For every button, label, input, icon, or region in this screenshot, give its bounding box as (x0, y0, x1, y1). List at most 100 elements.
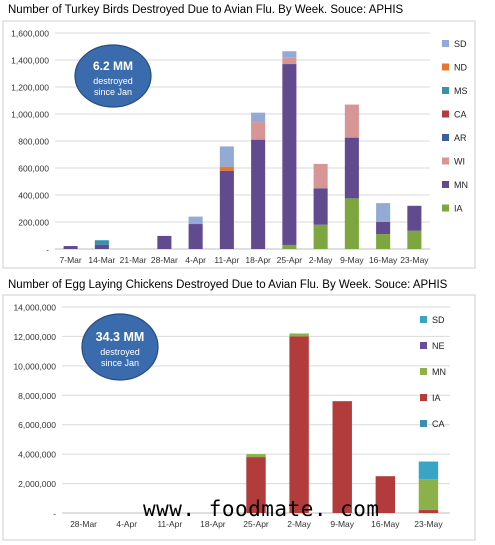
y-tick-label: 6,000,000 (18, 420, 56, 430)
x-tick-label: 4-Apr (185, 255, 206, 265)
bar-segment-ia (246, 457, 266, 513)
x-tick-label: 23-May (414, 519, 443, 529)
y-tick-label: 4,000,000 (18, 450, 56, 460)
y-tick-label: 12,000,000 (13, 332, 56, 342)
y-tick-label: 14,000,000 (13, 303, 56, 313)
legend-label-ms: MS (454, 86, 468, 96)
legend-swatch-mn (420, 368, 427, 375)
legend-label-ne: NE (432, 341, 445, 351)
y-tick-label: 1,600,000 (11, 29, 49, 39)
legend-label-nd: ND (454, 63, 467, 73)
legend-label-ca: CA (432, 419, 445, 429)
bar-segment-mn (94, 244, 109, 249)
bar-segment-mn (344, 137, 359, 199)
bar-segment-ia (376, 234, 391, 249)
chart-frame (2, 294, 476, 541)
legend-swatch-nd (442, 63, 449, 71)
legend-swatch-sd (420, 316, 427, 323)
bar-segment-mn (407, 205, 422, 231)
bar-segment-nd (219, 166, 234, 171)
bar-segment-mn (157, 235, 172, 249)
legend-swatch-ca (442, 110, 449, 118)
bar-segment-ia (344, 198, 359, 249)
y-tick-label: 10,000,000 (13, 361, 56, 371)
x-tick-label: 18-Apr (200, 519, 226, 529)
legend-label-sd: SD (454, 39, 467, 49)
bar-segment-sd (282, 51, 297, 58)
bar-segment-ia (375, 476, 396, 513)
turkey-chart-plot: - 200,000 400,000 600,000 800,000 1,000,000 1,… (2, 20, 476, 269)
bar-segment-ia (332, 401, 352, 513)
y-tick-label: 1,000,000 (11, 110, 49, 120)
legend-label-mn: MN (432, 367, 446, 377)
callout-line-2: destroyed (100, 347, 140, 357)
legend-label-wi: WI (454, 157, 465, 167)
legend-swatch-sd (442, 40, 449, 47)
watermark-text: www. foodmate. com (143, 497, 380, 521)
turkey-chart: Number of Turkey Birds Destroyed Due to … (0, 0, 495, 270)
legend-label-ar: AR (454, 133, 467, 143)
x-tick-label: 25-Apr (277, 255, 303, 265)
y-tick-label: 2,000,000 (18, 479, 56, 489)
turkey-chart-title: Number of Turkey Birds Destroyed Due to … (8, 4, 404, 16)
callout-total: 34.3 MM (96, 330, 145, 344)
legend-label-ia: IA (454, 204, 463, 214)
bar-segment-sd (251, 112, 266, 123)
y-tick-label: 600,000 (18, 164, 49, 174)
bar-segment-wi (344, 104, 359, 138)
x-tick-label: 16-May (371, 519, 400, 529)
legend-label-ia: IA (432, 393, 441, 403)
bar-segment-wi (313, 163, 328, 189)
x-tick-label: 21-Mar (120, 255, 147, 265)
y-tick-label: 1,400,000 (11, 56, 49, 66)
callout-ellipse (74, 44, 152, 108)
y-tick-label: 200,000 (18, 218, 49, 228)
callout-ellipse (81, 313, 159, 381)
bar-segment-ia (313, 224, 328, 249)
y-tick-label: 1,200,000 (11, 83, 49, 93)
callout-total: 6.2 MM (93, 59, 133, 73)
y-tick-label: 800,000 (18, 137, 49, 147)
x-tick-label: 16-May (369, 255, 398, 265)
callout-line-3: since Jan (101, 358, 139, 368)
legend-swatch-ca (420, 420, 427, 427)
egg-chart: Number of Egg Laying Chickens Destroyed … (0, 275, 495, 545)
chart-frame (2, 20, 476, 269)
bar-segment-sd (188, 216, 203, 225)
bar-segment-ia (289, 336, 309, 513)
legend-swatch-ia (442, 204, 449, 212)
x-tick-label: 11-Apr (157, 519, 182, 529)
legend-swatch-ia (420, 394, 427, 401)
egg-chart-plot: - 2,000,000 4,000,000 6,000,000 8,000,000 10,… (2, 294, 476, 541)
bar-segment-sd (219, 146, 234, 167)
x-tick-label: 11-Apr (214, 255, 239, 265)
bar-segment-sd (376, 203, 391, 222)
legend-swatch-wi (442, 157, 449, 165)
bar-segment-mn (246, 454, 266, 458)
callout-line-3: since Jan (94, 87, 132, 97)
x-tick-label: 9-May (330, 519, 354, 529)
bar-segment-mn (63, 246, 78, 249)
legend-swatch-ar (442, 134, 449, 141)
callout-line-2: destroyed (93, 76, 133, 86)
x-tick-label: 28-Mar (70, 519, 97, 529)
bar-segment-mn (282, 64, 297, 245)
bar-segment-mn (188, 224, 203, 249)
x-tick-label: 7-Mar (60, 255, 82, 265)
x-tick-label: 23-May (400, 255, 429, 265)
bar-segment-mn (313, 188, 328, 225)
x-tick-label: 9-May (340, 255, 364, 265)
x-tick-label: 18-Apr (245, 255, 271, 265)
legend-swatch-ms (442, 87, 449, 94)
x-tick-label: 25-Apr (243, 519, 269, 529)
bar-segment-mn (418, 479, 439, 511)
bar-segment-mn (289, 333, 309, 337)
bar-segment-ia (407, 230, 422, 249)
legend-swatch-mn (442, 181, 449, 188)
egg-chart-title: Number of Egg Laying Chickens Destroyed … (8, 279, 448, 291)
x-tick-label: 2-May (309, 255, 333, 265)
y-tick-label: - (53, 509, 56, 519)
bar-segment-wi (282, 57, 297, 65)
bar-segment-mn (219, 170, 234, 249)
bar-segment-ia (282, 244, 297, 249)
